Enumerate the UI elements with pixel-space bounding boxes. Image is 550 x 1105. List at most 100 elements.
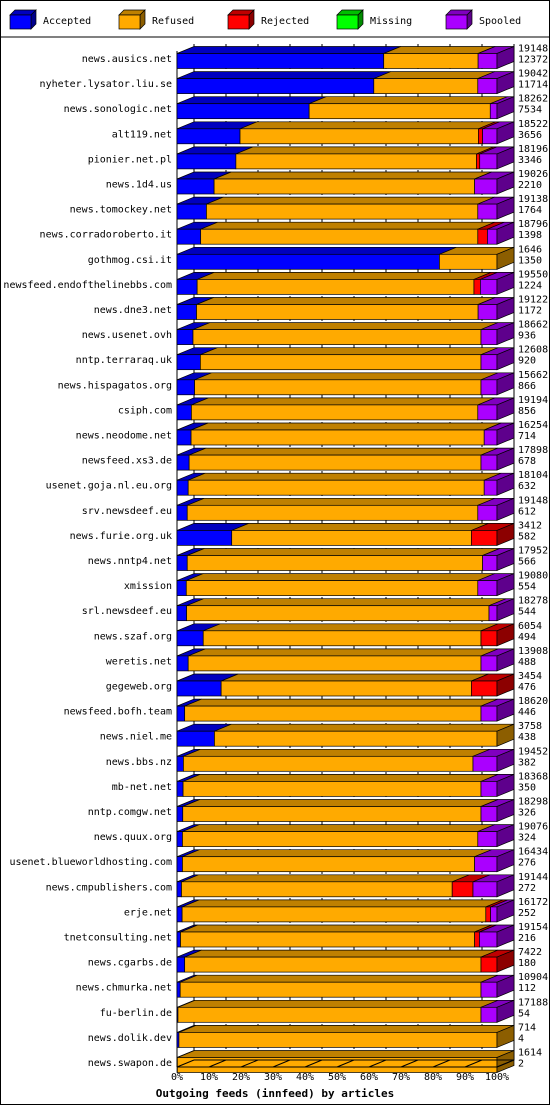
x-axis-title: Outgoing feeds (innfeed) by articles [156, 1087, 394, 1100]
bar-segment-spooled [479, 931, 498, 948]
bar-segment-accepted [176, 580, 187, 596]
row-total: 16434 [518, 847, 548, 858]
bar-top-accepted [176, 46, 401, 54]
row-total: 18104 [518, 470, 548, 481]
bar-segment-refused [186, 605, 490, 622]
bar-segment-accepted [176, 755, 184, 772]
bar-side [496, 849, 515, 873]
bar-segment-refused [190, 429, 485, 446]
bar-top-refused [186, 573, 495, 581]
row-total: 19076 [518, 822, 548, 833]
bar-segment-refused [187, 479, 485, 496]
row-label: pionier.net.pl [88, 154, 172, 165]
row-total: 19042 [518, 69, 548, 80]
bar-segment-accepted [176, 379, 195, 396]
row-total: 19154 [518, 922, 548, 933]
legend-swatch [445, 14, 468, 30]
bar-top-refused [213, 171, 492, 180]
row-total: 714 [518, 1022, 536, 1033]
x-tick-label: 70% [392, 1072, 410, 1083]
bar-top-refused [190, 422, 502, 431]
row-accepted-count: 632 [518, 481, 536, 492]
bar-segment-refused [187, 655, 482, 672]
bar-side [496, 296, 515, 321]
bar-side [496, 45, 515, 70]
row-accepted-count: 866 [518, 381, 536, 392]
bar-segment-refused [182, 781, 482, 797]
bar-top-refused [186, 598, 507, 607]
bar-top-refused [182, 799, 499, 807]
row-label: news.usenet.ovh [82, 330, 172, 341]
row-accepted-count: 1224 [518, 280, 542, 291]
row-label: gegeweb.org [106, 682, 172, 693]
x-tick-label: 50% [328, 1072, 346, 1083]
bar-segment-accepted [176, 504, 188, 521]
legend-label: Refused [152, 16, 194, 27]
bar-segment-accepted [176, 781, 184, 797]
bar-segment-spooled [480, 806, 498, 822]
row-accepted-count: 2210 [518, 180, 542, 191]
bar-side [496, 322, 515, 346]
row-label: newsfeed.endofthelinebbs.com [3, 280, 172, 291]
bar-segment-spooled [480, 981, 498, 998]
row-label: fu-berlin.de [100, 1008, 172, 1019]
bar-segment-refused [181, 881, 453, 898]
bar-segment-accepted [176, 831, 183, 847]
row-accepted-count: 3656 [518, 130, 542, 141]
row-accepted-count: 856 [518, 406, 536, 417]
bar-segment-rejected [478, 128, 483, 145]
row-total: 17188 [518, 997, 548, 1008]
row-total: 3454 [518, 671, 542, 682]
bar-top-refused [188, 472, 502, 481]
bar-segment-accepted [176, 253, 440, 270]
bars: news.ausics.net1914812372nyheter.lysator… [3, 44, 548, 1074]
row-total: 12608 [518, 345, 548, 356]
bar-side [496, 798, 515, 823]
bar-segment-accepted [176, 555, 188, 571]
row-accepted-count: 936 [518, 331, 536, 342]
row-label: news.nntp4.net [88, 556, 172, 567]
row-accepted-count: 4 [518, 1033, 524, 1044]
bar-segment-spooled [480, 354, 498, 371]
bar-segment-spooled [472, 881, 498, 898]
legend-label: Rejected [261, 16, 309, 27]
x-tick-label: 100% [485, 1072, 509, 1083]
bar-segment-refused [182, 831, 479, 847]
bar-segment-spooled [479, 153, 498, 170]
bar-segment-accepted [176, 404, 192, 421]
row-total: 19122 [518, 295, 548, 306]
row-accepted-count: 1764 [518, 205, 542, 216]
row-total: 3758 [518, 721, 542, 732]
bar-segment-refused [231, 530, 472, 546]
row-accepted-count: 678 [518, 456, 536, 467]
bar-segment-spooled [477, 504, 498, 521]
bar-top-refused [214, 723, 515, 732]
bar-top-refused [184, 698, 499, 707]
x-tick-label: 60% [360, 1072, 378, 1083]
bar-segment-spooled [477, 53, 498, 69]
bar-top-refused [192, 322, 499, 330]
row-accepted-count: 216 [518, 933, 536, 944]
row-accepted-count: 11714 [518, 80, 548, 91]
row-total: 18368 [518, 771, 548, 782]
bar-segment-spooled [474, 178, 498, 195]
row-label: xmission [124, 581, 172, 592]
bar-side [496, 773, 515, 797]
row-total: 18662 [518, 320, 548, 331]
bar-segment-spooled [474, 856, 498, 873]
row-label: gothmog.csi.it [88, 255, 172, 266]
row-total: 13908 [518, 646, 548, 657]
bar-segment-refused [184, 956, 482, 973]
bar-side [496, 949, 515, 973]
bar-top-refused [183, 748, 491, 757]
row-total: 17952 [518, 546, 548, 557]
legend-label: Accepted [43, 16, 91, 27]
bar-segment-accepted [176, 956, 186, 973]
x-tick [400, 1059, 419, 1068]
legend-label: Missing [370, 16, 412, 27]
bar-side [496, 824, 515, 848]
bar-side [496, 648, 515, 672]
bar-segment-spooled [480, 379, 498, 396]
row-total: 16254 [518, 420, 548, 431]
x-tick [240, 1059, 259, 1068]
